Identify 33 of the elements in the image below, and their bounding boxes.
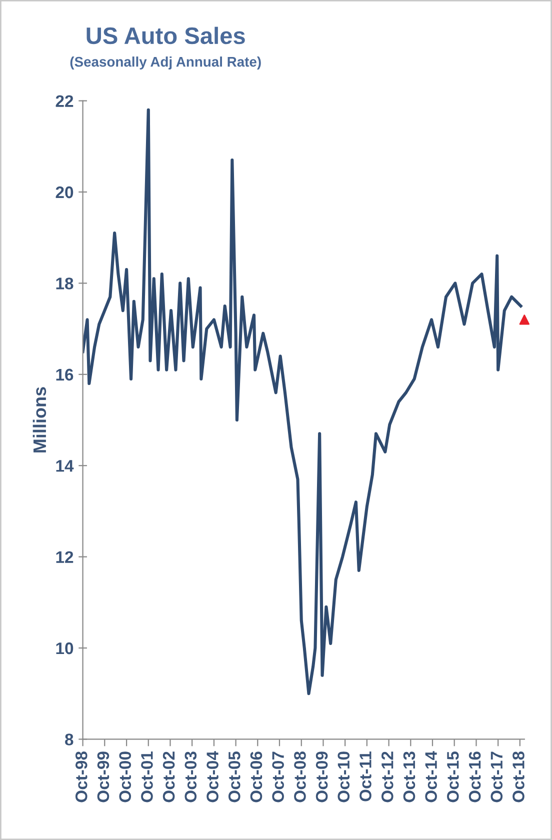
x-tick-label: Oct-10 bbox=[338, 752, 350, 802]
x-tick-label: Oct-08 bbox=[294, 752, 306, 802]
y-tick-label: 10 bbox=[56, 642, 74, 654]
x-tick-label: Oct-99 bbox=[97, 752, 110, 802]
x-tick-label: Oct-00 bbox=[119, 752, 132, 802]
x-tick-label: Oct-01 bbox=[141, 751, 153, 802]
x-tick-label: Oct-02 bbox=[162, 752, 175, 802]
y-tick-label: 22 bbox=[56, 95, 74, 107]
x-tick-label: Oct-16 bbox=[468, 752, 481, 802]
y-tick-label: 20 bbox=[56, 186, 74, 198]
y-tick-label: 14 bbox=[56, 460, 74, 472]
x-tick-label: Oct-98 bbox=[75, 752, 88, 802]
x-tick-label: Oct-12 bbox=[381, 752, 394, 802]
chart-subtitle: (Seasonally Adj Annual Rate) bbox=[70, 56, 261, 70]
x-tick-label: Oct-06 bbox=[250, 752, 262, 802]
x-tick-label: Oct-03 bbox=[184, 752, 197, 802]
chart-title: US Auto Sales bbox=[86, 26, 245, 44]
y-tick-label: 12 bbox=[56, 551, 74, 563]
y-tick-label: 18 bbox=[56, 278, 74, 290]
y-tick-label: 16 bbox=[56, 368, 74, 381]
y-axis-title: Millions bbox=[32, 387, 46, 452]
x-tick-label: Oct-15 bbox=[447, 751, 459, 802]
line-series bbox=[82, 108, 522, 696]
x-tick-label: Oct-05 bbox=[228, 751, 240, 802]
x-tick-label: Oct-04 bbox=[206, 751, 218, 802]
x-tick-label: Oct-11 bbox=[360, 751, 372, 802]
x-tick-label: Oct-07 bbox=[272, 752, 284, 802]
x-tick-label: Oct-18 bbox=[512, 752, 524, 802]
x-tick-label: Oct-13 bbox=[403, 752, 416, 802]
x-tick-label: Oct-09 bbox=[316, 752, 328, 802]
x-tick-label: Oct-14 bbox=[425, 751, 437, 802]
y-tick-label: 8 bbox=[65, 734, 74, 746]
x-tick-label: Oct-17 bbox=[490, 752, 503, 802]
